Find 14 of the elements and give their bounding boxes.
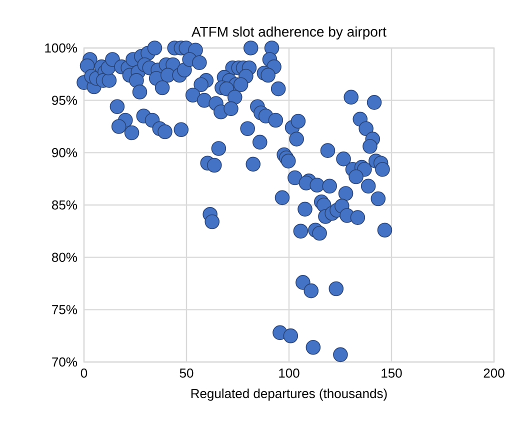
x-tick-label: 200 bbox=[484, 368, 504, 378]
chart-title: ATFM slot adherence by airport bbox=[192, 26, 386, 40]
x-axis-title: Regulated departures (thousands) bbox=[191, 388, 387, 401]
y-tick-label: 75% bbox=[52, 305, 77, 314]
y-tick-label: 90% bbox=[52, 148, 77, 158]
y-tick-label: 80% bbox=[52, 252, 77, 262]
y-tick-label: 100% bbox=[45, 43, 77, 53]
x-tick-label: 150 bbox=[382, 368, 402, 378]
y-tick-label: 85% bbox=[52, 200, 77, 210]
x-tick-label: 50 bbox=[180, 368, 194, 378]
y-tick-label: 95% bbox=[52, 96, 77, 105]
y-tick-label: 70% bbox=[52, 357, 77, 367]
x-tick-label: 0 bbox=[80, 368, 88, 378]
x-tick-label: 100 bbox=[279, 368, 300, 378]
